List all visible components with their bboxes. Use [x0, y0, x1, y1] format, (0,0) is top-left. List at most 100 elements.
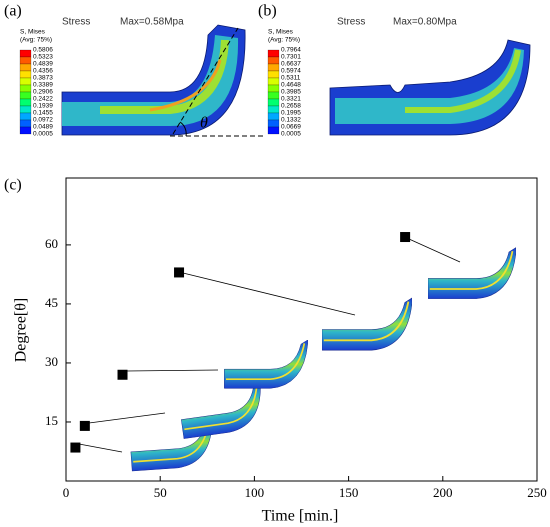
max-label: Max=0.58Mpa — [120, 17, 184, 28]
x-tick-label: 100 — [245, 485, 265, 500]
legend-swatch — [267, 126, 280, 135]
panel-c: (c) Time [min.] Degree[θ] 0 50 100 150 200 25… — [4, 177, 547, 525]
legend-swatch — [19, 91, 32, 100]
legend-avg: (Avg: 75%) — [268, 37, 300, 44]
fea-stress — [100, 39, 229, 114]
legend-value: 0.7301 — [281, 54, 301, 61]
legend-swatch — [267, 112, 280, 121]
legend: 0.58060.53230.48390.43560.38730.33890.29… — [19, 47, 53, 138]
data-point — [400, 232, 411, 243]
legend-value: 0.1332 — [281, 117, 301, 124]
legend-swatch — [267, 105, 280, 114]
legend-swatch — [19, 105, 32, 114]
legend-value: 0.0489 — [33, 124, 53, 131]
legend-value: 0.5311 — [281, 75, 301, 82]
legend-title: S, Mises — [268, 29, 294, 36]
x-tick-label: 200 — [433, 485, 453, 500]
legend-value: 0.7964 — [281, 47, 301, 54]
legend-value: 0.2658 — [281, 103, 301, 110]
legend-swatch — [19, 112, 32, 121]
legend-avg: (Avg: 75%) — [20, 37, 52, 44]
data-point — [174, 267, 185, 278]
y-tick-label: 15 — [45, 413, 58, 428]
inset-image — [428, 246, 516, 300]
legend-swatch — [267, 84, 280, 93]
legend-value: 0.1995 — [281, 110, 301, 117]
connectors — [78, 238, 461, 453]
connector — [182, 272, 356, 316]
stress-label: Stress — [337, 17, 365, 28]
panel-label: (b) — [258, 3, 277, 20]
inset-image — [322, 297, 412, 352]
legend-value: 0.2422 — [33, 96, 53, 103]
legend-swatch — [267, 119, 280, 128]
data-point — [70, 442, 81, 453]
connector — [126, 369, 219, 372]
legend-value: 0.3985 — [281, 89, 301, 96]
legend-swatch — [267, 49, 280, 58]
legend-value: 0.0669 — [281, 124, 301, 131]
plot-frame — [65, 177, 538, 482]
data-point — [79, 420, 90, 431]
legend-swatch — [19, 63, 32, 72]
legend-title: S, Mises — [20, 29, 46, 36]
legend-value: 0.3873 — [33, 75, 53, 82]
legend-swatch — [19, 56, 32, 65]
panel-b: (b) Stress Max=0.80Mpa S, Mises (Avg: 75… — [258, 3, 531, 138]
legend-value: 0.5806 — [33, 47, 53, 54]
reference-line — [172, 27, 239, 135]
stress-label: Stress — [62, 17, 90, 28]
data-point — [117, 369, 128, 380]
legend-value: 0.4648 — [281, 82, 301, 89]
x-tick-label: 50 — [154, 485, 167, 500]
legend-swatch — [19, 119, 32, 128]
y-tick-label: 30 — [45, 354, 58, 369]
legend-swatch — [267, 70, 280, 79]
legend-value: 0.5974 — [281, 68, 301, 75]
inset-image — [223, 340, 309, 390]
panel-label: (a) — [4, 3, 22, 20]
connector — [78, 443, 123, 453]
legend-value: 0.5323 — [33, 54, 53, 61]
legend-swatch — [19, 98, 32, 107]
insets — [78, 238, 516, 472]
x-tick-label: 250 — [527, 485, 547, 500]
x-tick-label: 0 — [63, 485, 70, 500]
y-tick-label: 60 — [45, 236, 58, 251]
legend-value: 0.6637 — [281, 61, 301, 68]
legend-value: 0.0972 — [33, 117, 53, 124]
legend-value: 0.0005 — [281, 131, 301, 138]
legend-swatch — [19, 49, 32, 58]
legend: 0.79640.73010.66370.59740.53110.46480.39… — [267, 47, 301, 138]
angle-arc — [179, 121, 187, 137]
legend-swatch — [267, 98, 280, 107]
legend-swatch — [19, 70, 32, 79]
max-label: Max=0.80Mpa — [393, 17, 457, 28]
legend-value: 0.4356 — [33, 68, 53, 75]
legend-value: 0.2906 — [33, 89, 53, 96]
panel-a: (a) Stress Max=0.58Mpa S, Mises (Avg: 75… — [4, 3, 265, 138]
legend-value: 0.1455 — [33, 110, 53, 117]
legend-value: 0.4839 — [33, 61, 53, 68]
connector — [88, 412, 166, 424]
legend-swatch — [267, 56, 280, 65]
y-axis-label: Degree[θ] — [13, 298, 30, 363]
fea-stress — [405, 49, 521, 113]
connector — [408, 238, 461, 263]
panel-label: (c) — [4, 177, 22, 194]
legend-value: 0.0005 — [33, 131, 53, 138]
y-tick-label: 45 — [45, 295, 58, 310]
legend-value: 0.1939 — [33, 103, 53, 110]
x-axis-label: Time [min.] — [262, 508, 339, 525]
legend-swatch — [267, 91, 280, 100]
legend-swatch — [19, 126, 32, 135]
angle-label: θ — [200, 115, 208, 132]
legend-swatch — [267, 63, 280, 72]
legend-value: 0.3389 — [33, 82, 53, 89]
legend-value: 0.3321 — [281, 96, 301, 103]
legend-swatch — [19, 84, 32, 93]
legend-swatch — [19, 77, 32, 86]
fea-stress — [149, 59, 222, 112]
legend-swatch — [267, 77, 280, 86]
